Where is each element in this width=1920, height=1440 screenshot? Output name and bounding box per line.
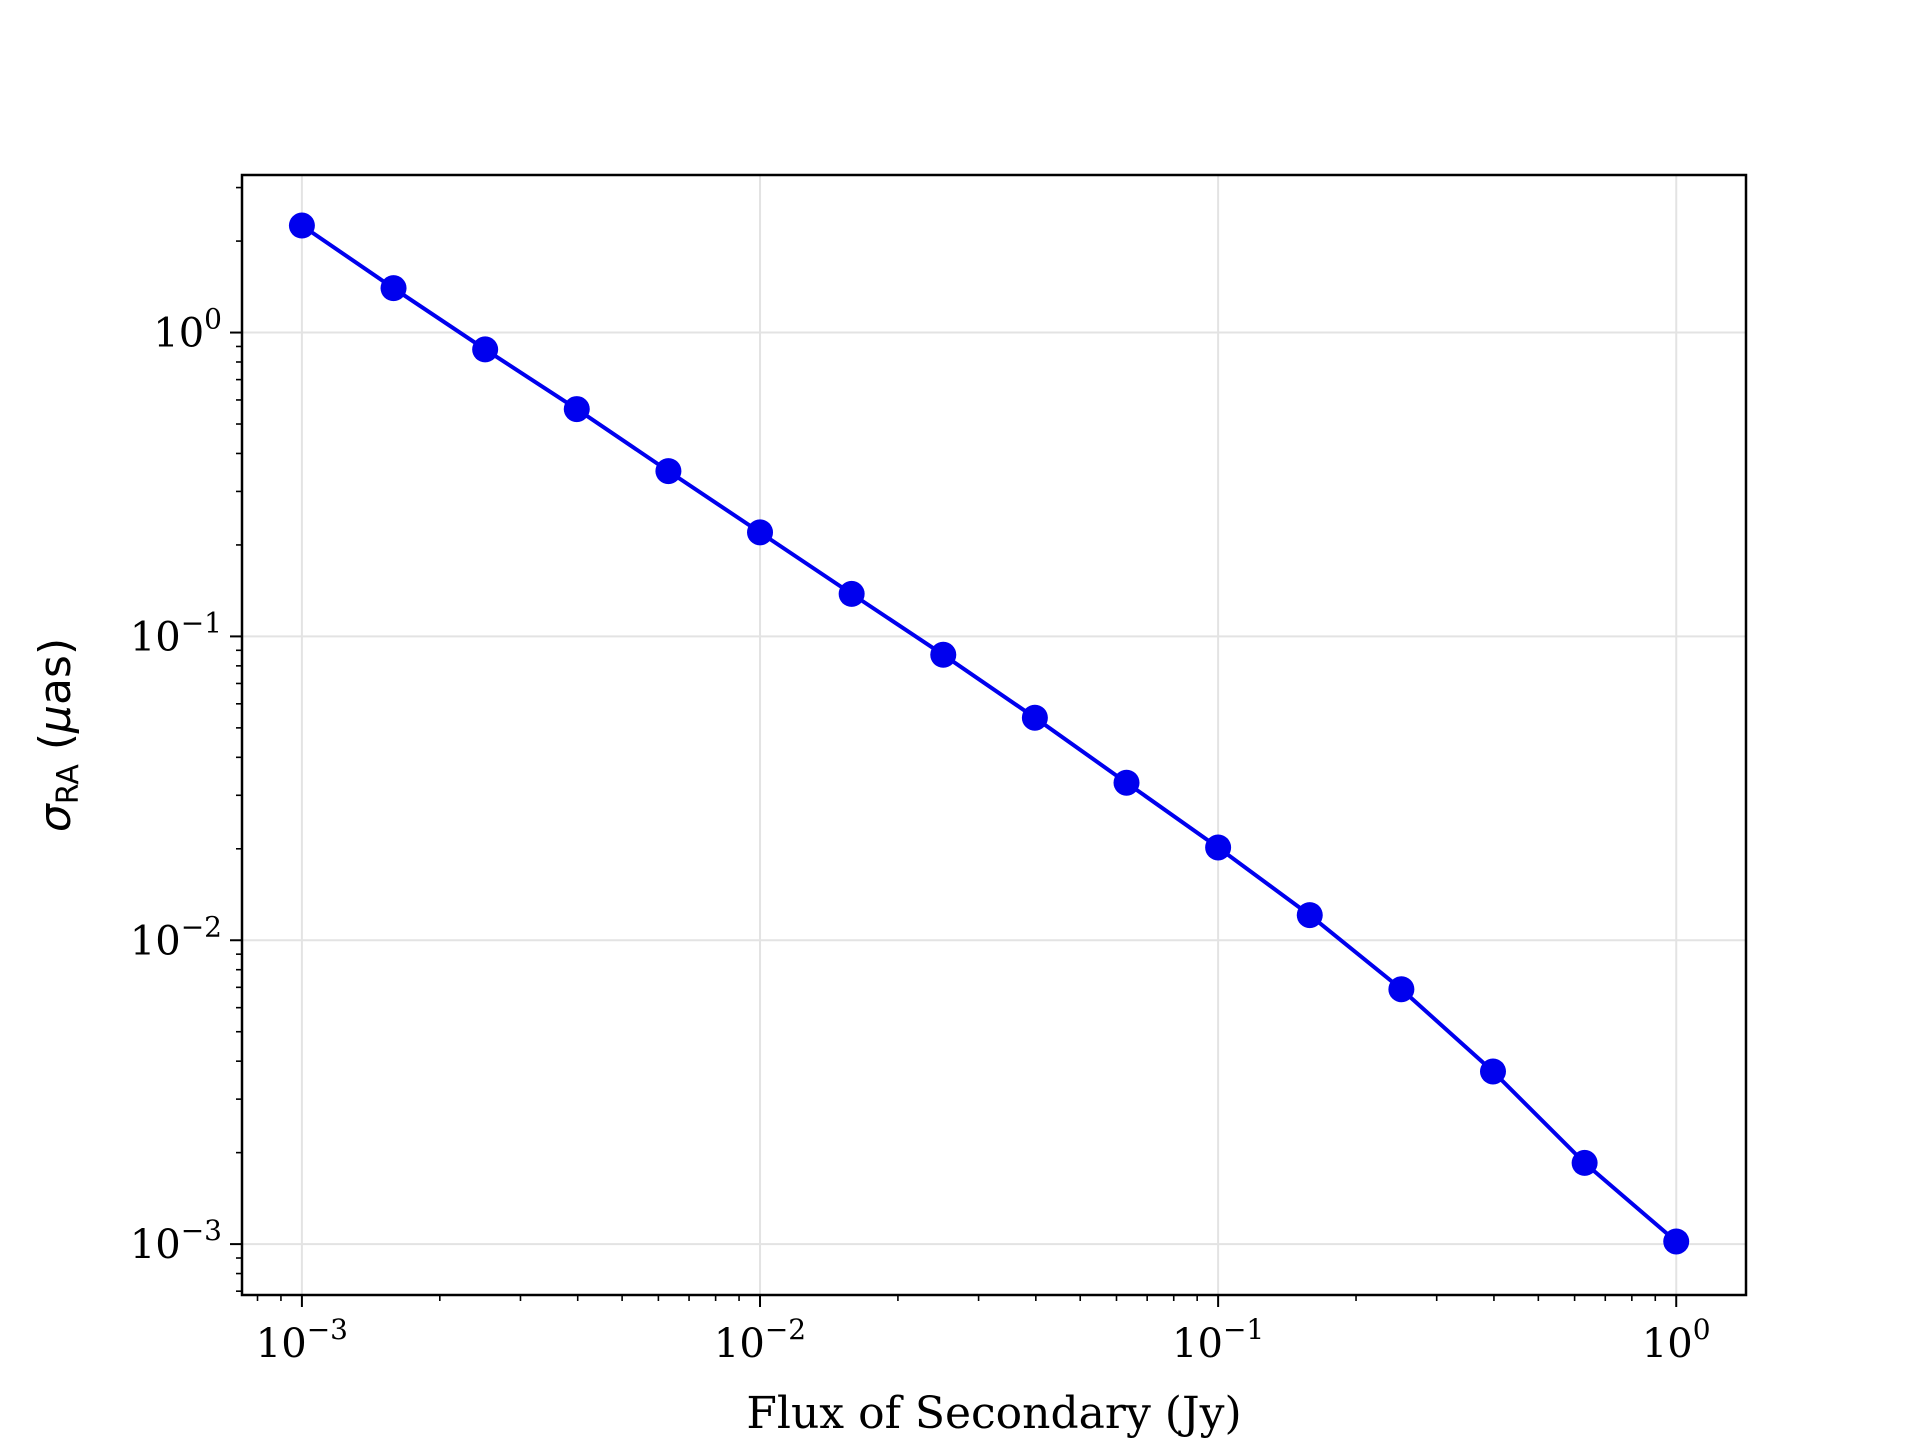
data-point	[930, 641, 957, 668]
y-tick-label: 100	[153, 303, 222, 357]
data-point	[1663, 1228, 1690, 1255]
data-point	[1296, 902, 1323, 929]
x-tick-label: 10−3	[256, 1313, 348, 1367]
data-point	[1113, 769, 1140, 796]
data-point	[838, 580, 865, 607]
data-point	[563, 396, 590, 423]
y-label-subscript: RA	[51, 764, 86, 805]
y-label-symbol: σ	[30, 803, 81, 832]
data-point	[747, 519, 774, 546]
data-point	[655, 458, 682, 485]
y-axis-label: σRA (μas)	[30, 638, 86, 832]
data-point	[1571, 1149, 1598, 1176]
y-tick-label: 10−3	[130, 1214, 222, 1268]
series-layer	[288, 212, 1690, 1255]
grid-lines	[242, 175, 1746, 1295]
tick-labels: 10−3 10−2 10−1 100 10−3 10−2 10−1 100	[130, 303, 1711, 1367]
x-axis-label: Flux of Secondary (Jy)	[746, 1388, 1241, 1439]
plot-frame	[240, 173, 1748, 1297]
y-tick-label: 10−1	[130, 606, 222, 660]
data-point	[288, 212, 315, 239]
x-tick-label: 10−1	[1172, 1313, 1264, 1367]
y-tick-label: 10−2	[130, 910, 222, 964]
data-point	[1205, 834, 1232, 861]
axis-ticks	[230, 186, 1678, 1307]
x-tick-label: 10−2	[714, 1313, 806, 1367]
data-point	[1021, 704, 1048, 731]
series-line	[300, 223, 1678, 1244]
y-label-unit-open: (	[30, 733, 81, 764]
data-point	[1479, 1058, 1506, 1085]
data-point	[472, 336, 499, 363]
data-point	[1388, 976, 1415, 1003]
data-point	[380, 275, 407, 302]
y-label-unit-rest: as)	[30, 638, 81, 705]
y-label-unit-symbol: μ	[30, 705, 81, 734]
x-tick-label: 100	[1642, 1313, 1711, 1367]
